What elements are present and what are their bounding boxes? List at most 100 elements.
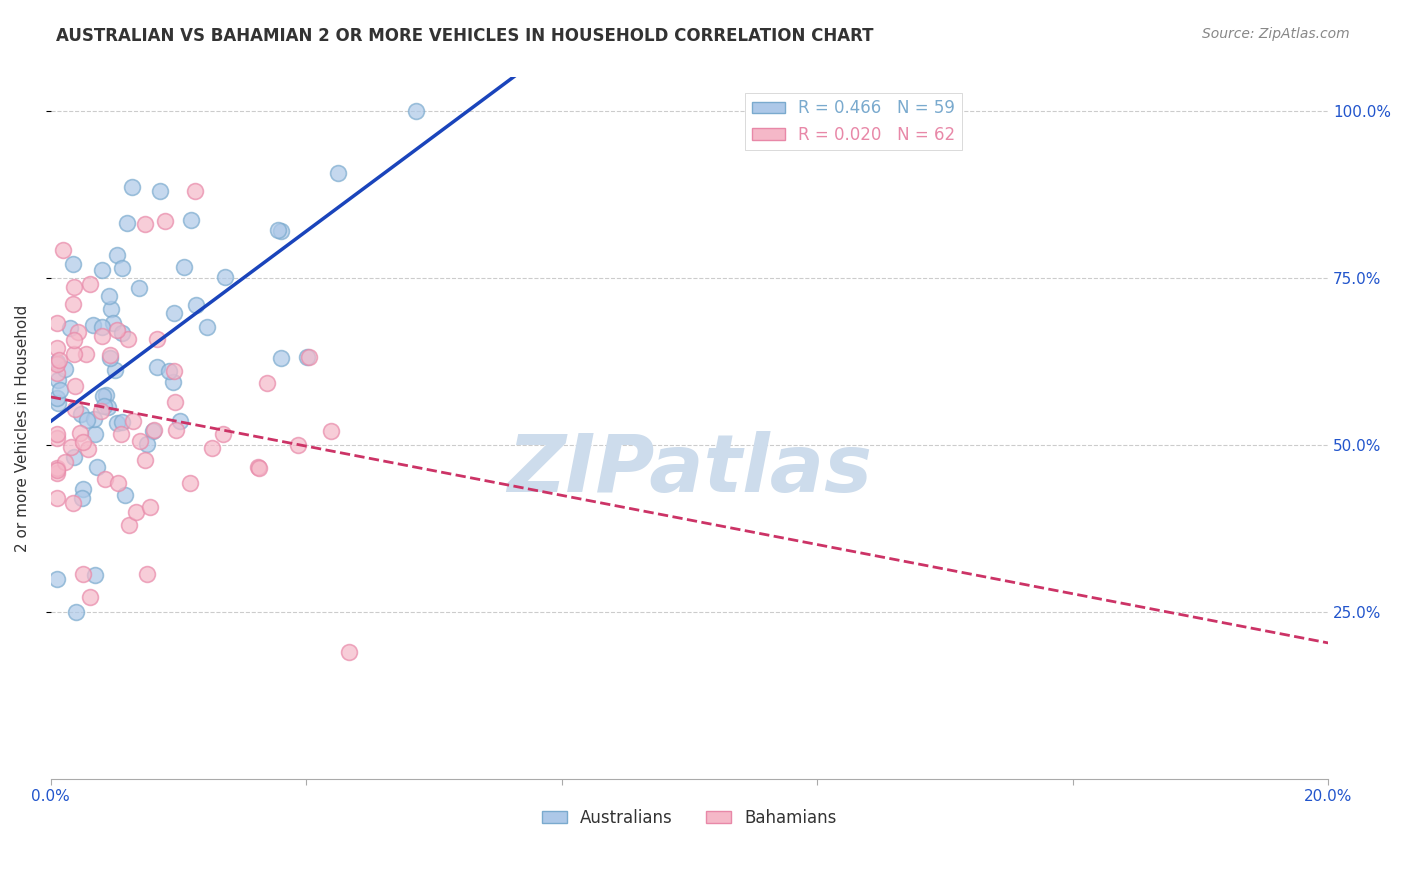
Point [63,347,86,361]
Point [267,223,290,237]
Point [49,383,72,397]
Point [69,407,91,421]
Point [46,341,69,355]
Point [136,437,159,451]
Point [142,424,165,438]
Point [179,476,201,491]
Point [46,461,69,475]
Point [134,452,156,467]
Point [46,463,69,477]
Point [153,213,176,227]
Point [326,166,349,180]
Point [84,568,107,582]
Y-axis label: 2 or more Vehicles in Household: 2 or more Vehicles in Household [15,304,30,552]
Point [173,260,195,275]
Point [70,491,93,505]
Text: Source: ZipAtlas.com: Source: ZipAtlas.com [1202,27,1350,41]
Legend: Australians, Bahamians: Australians, Bahamians [536,803,844,834]
Point [53,361,76,376]
Point [122,414,145,428]
Point [111,326,134,340]
Point [405,103,427,118]
Point [82,318,104,333]
Point [145,359,167,374]
Point [100,301,122,316]
Point [94,387,117,401]
Point [270,224,292,238]
Text: AUSTRALIAN VS BAHAMIAN 2 OR MORE VEHICLES IN HOUSEHOLD CORRELATION CHART: AUSTRALIAN VS BAHAMIAN 2 OR MORE VEHICLE… [56,27,873,45]
Point [60,440,83,454]
Point [128,281,150,295]
Point [339,645,361,659]
Point [211,426,233,441]
Point [46,366,69,380]
Point [107,476,129,491]
Point [121,180,143,194]
Point [46,427,69,442]
Point [75,347,97,361]
Point [111,260,134,275]
Point [46,395,69,409]
Point [93,389,115,403]
Point [115,216,138,230]
Point [163,364,186,378]
Point [184,298,207,312]
Point [97,289,120,303]
Point [53,455,76,469]
Point [46,431,69,445]
Point [162,376,184,390]
Point [98,351,121,365]
Point [298,351,321,365]
Point [143,423,166,437]
Point [65,605,87,619]
Point [83,411,105,425]
Point [184,184,207,198]
Point [65,402,87,417]
Point [163,395,186,409]
Point [76,442,98,456]
Point [319,424,342,438]
Point [180,213,202,227]
Point [72,434,94,449]
Point [149,185,172,199]
Point [105,417,128,431]
Point [46,491,69,506]
Point [86,459,108,474]
Point [201,441,224,455]
Point [46,316,69,330]
Point [48,373,70,387]
Point [97,401,120,415]
Point [287,438,309,452]
Point [117,332,139,346]
Point [94,472,117,486]
Point [52,243,75,257]
Point [84,427,107,442]
Point [63,279,86,293]
Point [66,325,89,339]
Point [134,218,156,232]
Point [110,426,132,441]
Point [165,423,187,437]
Point [101,316,124,330]
Point [136,567,159,582]
Point [46,572,69,586]
Point [79,277,101,292]
Text: ZIPatlas: ZIPatlas [508,431,872,509]
Point [114,488,136,502]
Point [125,505,148,519]
Point [98,348,121,362]
Point [63,450,86,465]
Point [104,362,127,376]
Point [90,263,112,277]
Point [48,353,70,368]
Point [62,496,84,510]
Point [69,426,91,441]
Point [138,500,160,514]
Point [256,376,278,391]
Point [63,378,86,392]
Point [90,403,112,417]
Point [118,518,141,533]
Point [79,590,101,604]
Point [62,256,84,270]
Point [195,319,218,334]
